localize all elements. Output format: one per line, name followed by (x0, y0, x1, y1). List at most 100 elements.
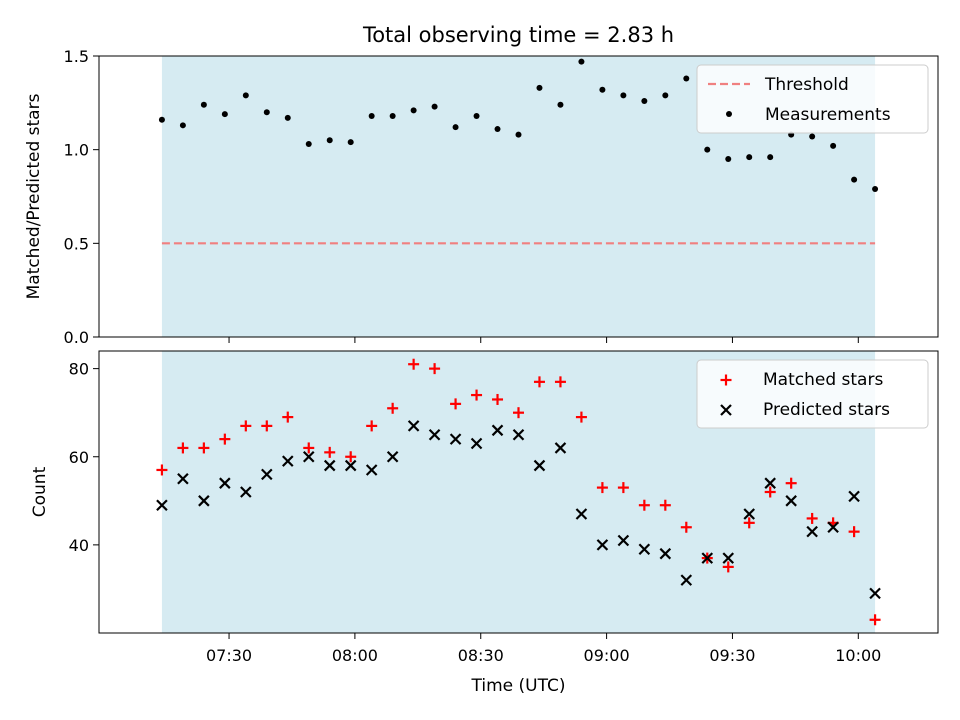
measurement-point (641, 97, 648, 104)
matched-star-point (387, 402, 399, 414)
matched-star-point (366, 420, 378, 432)
legend-box (696, 359, 929, 429)
measurement-point (683, 75, 690, 82)
matched-star-point (764, 486, 776, 498)
measurement-point (158, 116, 165, 123)
matched-star-point (408, 358, 420, 370)
matched-star-point (198, 442, 210, 454)
predicted-star-point (554, 442, 567, 454)
count-panel: 40 60 80 07:30 08:00 08:30 09:00 09:30 10:00 Co… (30, 350, 939, 696)
predicted-stars-points (156, 420, 881, 600)
legend-predicted-label: Predicted stars (763, 400, 890, 420)
predicted-star-point (617, 534, 630, 547)
x-tick-label: 09:30 (709, 646, 755, 665)
measurement-point (326, 137, 333, 144)
measurement-point (221, 111, 228, 118)
predicted-star-point (701, 552, 714, 564)
matched-star-point (261, 420, 273, 432)
matched-star-point (722, 561, 734, 573)
x-tick-label: 07:30 (206, 646, 252, 665)
measurement-point (620, 92, 627, 99)
predicted-star-point (596, 539, 609, 551)
measurement-point (809, 133, 816, 140)
matched-star-point (785, 477, 797, 489)
predicted-star-point (449, 433, 462, 445)
measurement-point (557, 101, 564, 108)
measurement-point (200, 101, 207, 108)
matched-star-point (177, 442, 189, 454)
matched-star-point (156, 464, 168, 476)
measurement-point (830, 142, 837, 149)
matched-star-point (471, 389, 483, 401)
matched-star-point (659, 499, 671, 511)
legend-threshold-label: Threshold (764, 75, 849, 95)
predicted-star-point (785, 495, 797, 507)
predicted-star-point (219, 477, 231, 489)
measurement-point (725, 156, 732, 163)
measurement-point (368, 112, 375, 119)
measurement-point (536, 84, 543, 91)
legend-measurement-label: Measurements (765, 105, 891, 125)
y-tick-label: 60 (69, 448, 89, 467)
measurement-point (599, 86, 606, 93)
legend-box (696, 64, 929, 134)
matched-star-point (450, 398, 462, 410)
y-tick-label: 0.5 (64, 234, 89, 253)
predicted-star-point (261, 468, 273, 481)
measurement-point (242, 92, 249, 99)
measurement-point (578, 58, 585, 65)
predicted-star-point (680, 574, 693, 586)
predicted-star-point (743, 508, 756, 520)
matched-star-point (429, 363, 441, 375)
matched-star-point (680, 521, 692, 533)
count-y-axis-label: Count (30, 466, 50, 517)
y-tick-label: 80 (69, 360, 89, 379)
ratio-y-ticks: 0.0 0.5 1.0 1.5 (64, 47, 99, 347)
ratio-y-axis-label: Matched/Predicted stars (24, 93, 44, 299)
matched-star-point (596, 482, 608, 494)
matched-star-point (869, 614, 881, 626)
predicted-star-point (869, 587, 881, 600)
ratio-panel: 0.0 0.5 1.0 1.5 Total observing time = 2.83… (24, 23, 939, 347)
predicted-star-point (512, 428, 525, 441)
ratio-legend: Threshold Measurements (696, 64, 929, 134)
predicted-star-point (156, 499, 168, 511)
predicted-star-point (575, 508, 588, 520)
measurement-point (515, 131, 522, 138)
predicted-star-point (365, 464, 378, 476)
predicted-star-point (722, 552, 735, 564)
chart-title: Total observing time = 2.83 h (362, 23, 674, 47)
measurement-point (872, 186, 879, 193)
y-tick-label: 1.5 (64, 47, 89, 66)
measurement-point (473, 112, 480, 119)
matched-star-point (743, 517, 755, 529)
count-x-ticks: 07:30 08:00 08:30 09:00 09:30 10:00 (206, 633, 881, 665)
matched-star-point (806, 512, 818, 524)
measurement-points (158, 58, 879, 193)
matched-star-point (492, 393, 504, 405)
predicted-star-point (764, 477, 776, 489)
measurement-point (851, 176, 858, 183)
y-tick-label: 0.0 (64, 328, 89, 347)
measurement-point (746, 154, 753, 161)
predicted-star-point (281, 455, 294, 467)
count-legend: Matched stars Predicted stars (696, 359, 929, 429)
predicted-star-point (806, 525, 818, 538)
measurement-point (431, 103, 438, 110)
measurement-point (662, 92, 669, 99)
measurement-point (305, 141, 312, 148)
count-y-ticks: 40 60 80 (69, 360, 99, 555)
measurement-point (767, 154, 774, 161)
matched-star-point (513, 407, 524, 419)
count-axes-frame (98, 350, 939, 634)
matched-star-point (303, 442, 315, 454)
predicted-star-point (659, 547, 672, 560)
measurement-point (179, 122, 186, 129)
matched-star-point (575, 411, 587, 423)
ratio-x-ticks (228, 337, 859, 343)
x-tick-label: 09:00 (584, 646, 630, 665)
y-tick-label: 40 (69, 536, 89, 555)
measurement-point (452, 124, 459, 131)
legend-measurement-swatch (726, 111, 732, 117)
predicted-star-point (198, 495, 210, 507)
